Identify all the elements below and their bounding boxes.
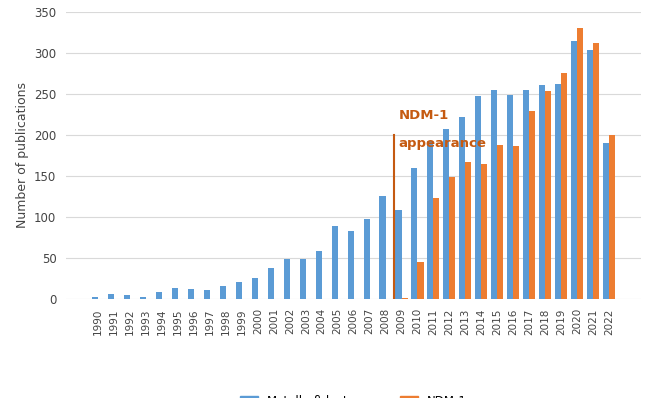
Bar: [434, 198, 440, 298]
Bar: [268, 268, 274, 298]
Bar: [539, 85, 545, 298]
Bar: [156, 292, 162, 298]
Bar: [284, 259, 290, 298]
Bar: [545, 92, 551, 298]
Bar: [172, 288, 178, 298]
Bar: [316, 251, 322, 298]
Bar: [204, 290, 210, 298]
Text: appearance: appearance: [399, 137, 486, 150]
Bar: [529, 111, 535, 298]
Bar: [507, 95, 513, 298]
Bar: [411, 168, 418, 298]
Bar: [93, 297, 98, 298]
Bar: [252, 278, 258, 298]
Bar: [609, 135, 615, 298]
Bar: [481, 164, 487, 298]
Bar: [124, 295, 130, 298]
Bar: [555, 84, 561, 298]
Bar: [603, 143, 609, 298]
Bar: [465, 162, 471, 298]
Bar: [593, 43, 599, 298]
Y-axis label: Number of publications: Number of publications: [16, 82, 28, 228]
Bar: [140, 297, 146, 298]
Bar: [418, 261, 424, 298]
Bar: [459, 117, 465, 298]
Bar: [449, 178, 455, 298]
Bar: [236, 282, 242, 298]
Bar: [220, 286, 226, 298]
Bar: [299, 259, 306, 298]
Text: NDM-1: NDM-1: [399, 109, 449, 123]
Legend: Metallo-β-lactamase, NDM-1: Metallo-β-lactamase, NDM-1: [235, 390, 472, 398]
Bar: [332, 226, 338, 298]
Bar: [379, 196, 385, 298]
Bar: [513, 146, 520, 298]
Bar: [523, 90, 529, 298]
Bar: [587, 51, 593, 298]
Bar: [497, 144, 503, 298]
Bar: [561, 73, 567, 298]
Bar: [491, 90, 497, 298]
Bar: [428, 141, 434, 298]
Bar: [571, 41, 577, 298]
Bar: [188, 289, 194, 298]
Bar: [364, 219, 369, 298]
Bar: [444, 129, 449, 298]
Bar: [108, 294, 114, 298]
Bar: [395, 210, 401, 298]
Bar: [475, 96, 481, 298]
Bar: [348, 231, 354, 298]
Bar: [577, 28, 583, 298]
